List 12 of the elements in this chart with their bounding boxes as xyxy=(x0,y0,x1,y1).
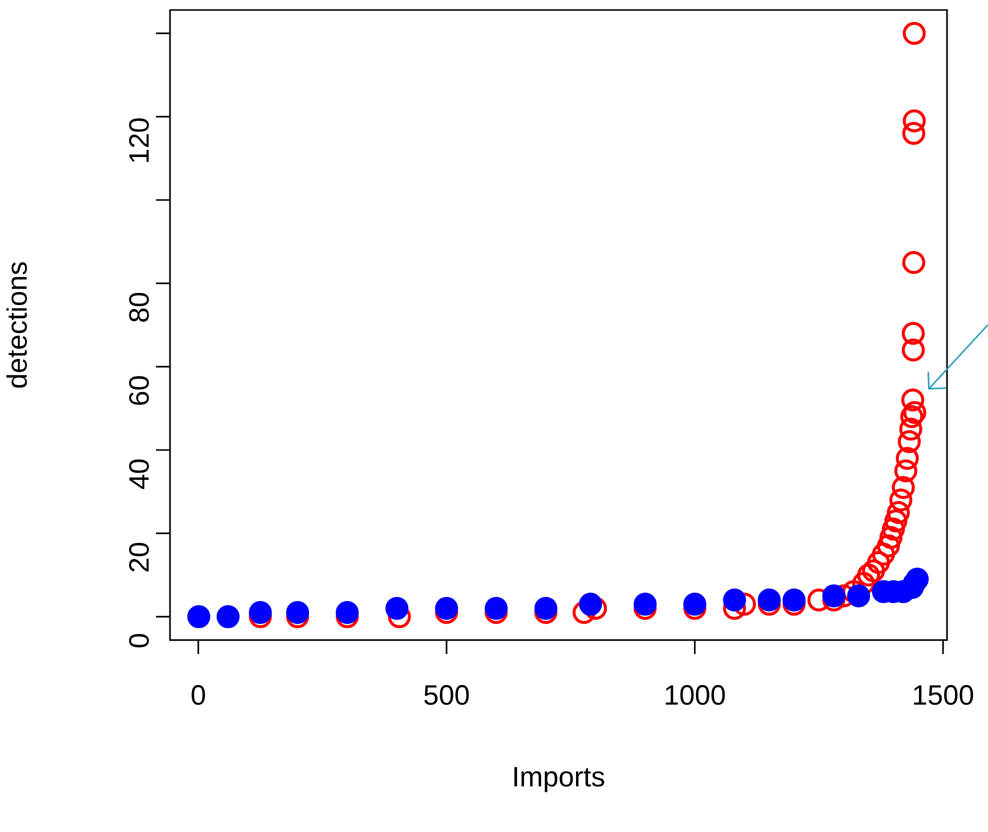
y-tick-label: 20 xyxy=(129,542,149,572)
y-tick-label: 80 xyxy=(129,292,149,322)
y-tick-label: 120 xyxy=(129,118,149,162)
x-tick-label: 1500 xyxy=(914,685,974,705)
x-tick-label: 500 xyxy=(424,685,469,705)
x-tick-label: 1000 xyxy=(666,685,725,705)
x-tick-label: 0 xyxy=(192,685,206,705)
y-tick-label: 60 xyxy=(129,376,149,405)
y-tick-label: 40 xyxy=(129,460,149,489)
y-tick-label: 0 xyxy=(129,634,149,648)
y-axis-title: detections xyxy=(6,262,27,388)
x-axis-title: Imports xyxy=(514,767,604,792)
